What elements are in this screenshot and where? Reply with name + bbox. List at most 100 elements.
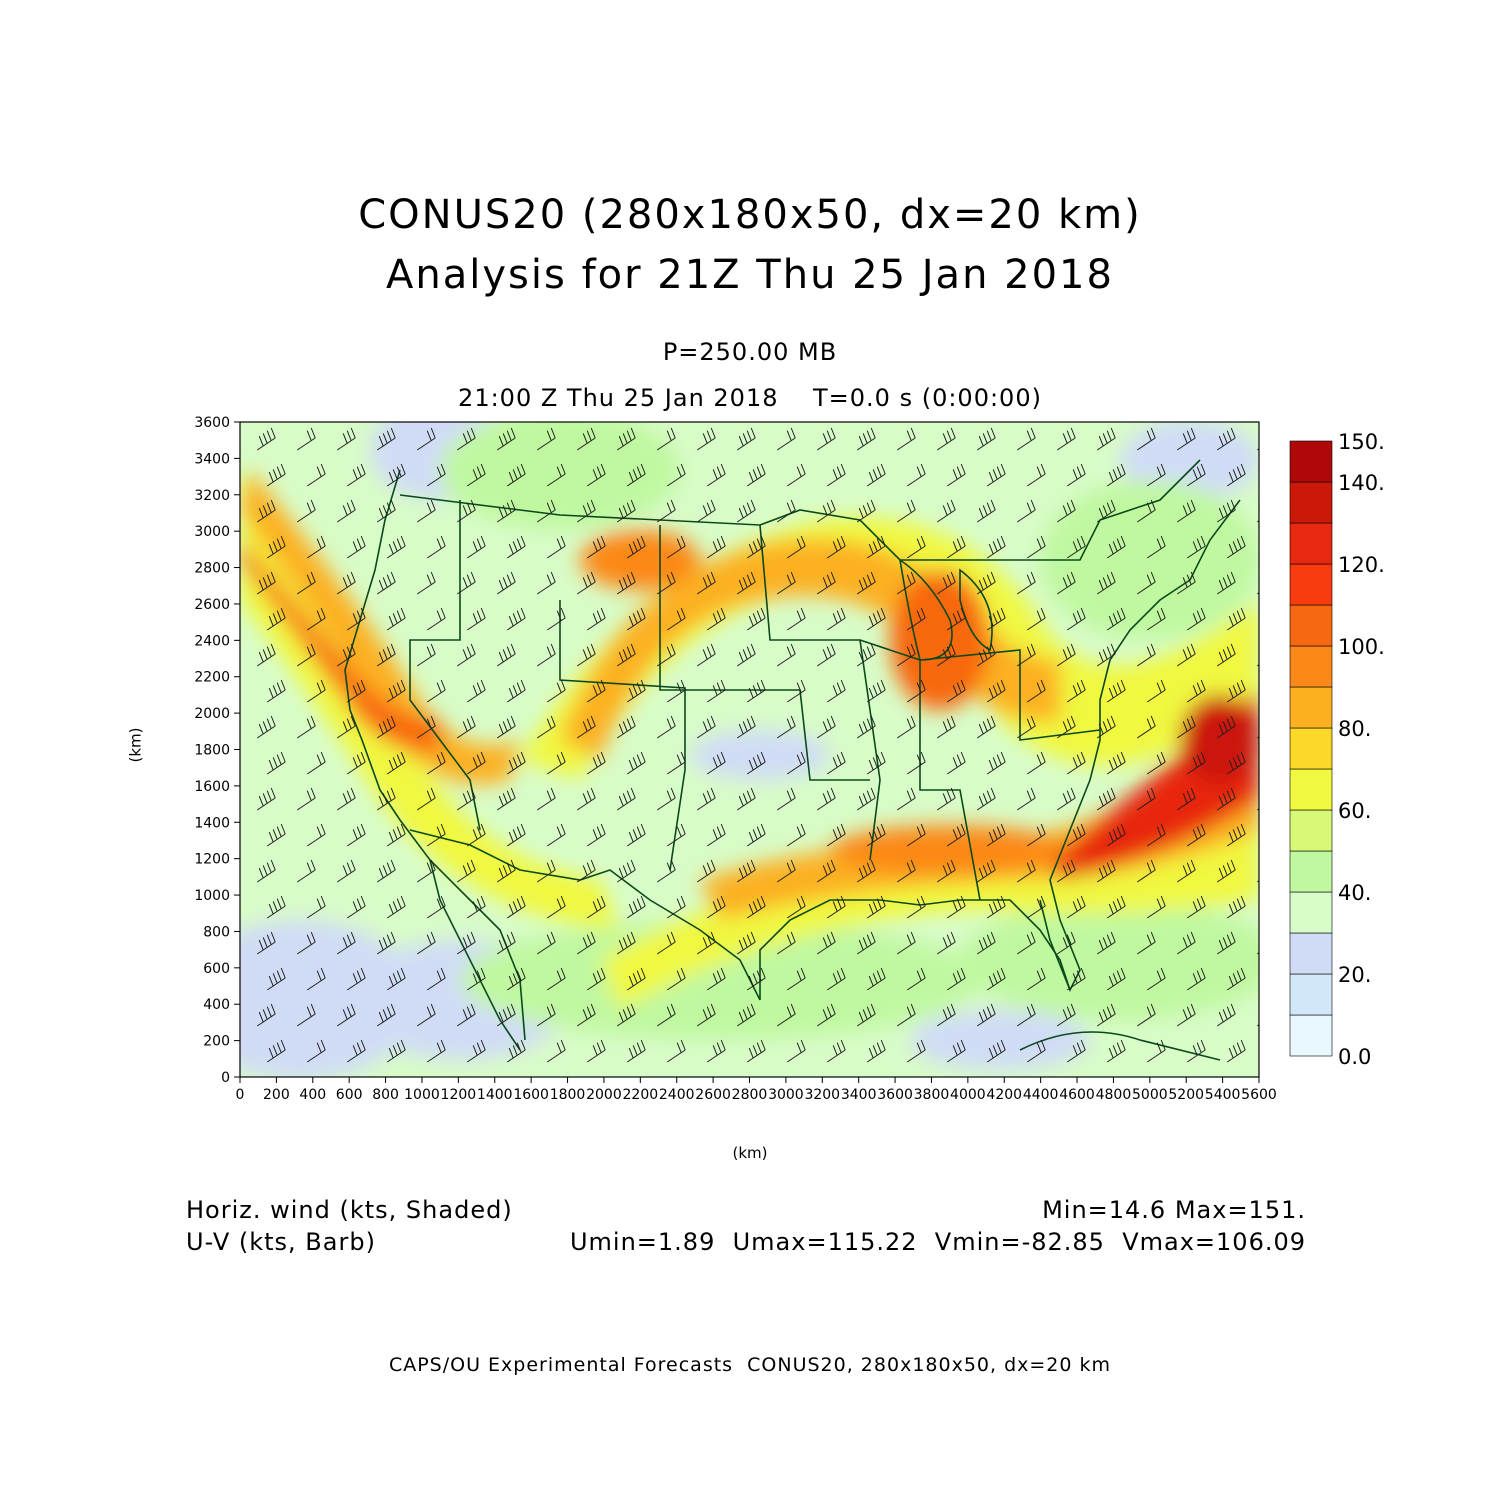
wind-barb <box>1066 751 1086 775</box>
wind-barb <box>456 715 476 739</box>
wind-barb <box>306 967 326 991</box>
wind-barb <box>256 499 276 523</box>
wind-barb <box>546 535 566 559</box>
wind-barb <box>1186 463 1206 487</box>
wind-barb <box>1176 931 1196 955</box>
wind-barb <box>856 643 876 667</box>
wind-barb <box>866 751 886 775</box>
x-tick-label: 2800 <box>732 1087 768 1103</box>
wind-barb <box>896 859 916 883</box>
wind-barb <box>986 751 1006 775</box>
wind-barb <box>936 1003 956 1027</box>
wind-barb <box>506 1039 526 1063</box>
y-tick-label: 3200 <box>194 488 230 504</box>
wind-barb <box>496 499 516 523</box>
wind-barb <box>1216 499 1236 523</box>
wind-barb <box>1136 787 1156 811</box>
east-coast <box>1049 499 1241 881</box>
wind-barb <box>1136 499 1156 523</box>
wind-barb <box>626 823 646 847</box>
wind-barb <box>666 535 686 559</box>
wind-barb <box>466 895 486 919</box>
wind-barb <box>506 895 526 919</box>
wind-barb <box>696 931 716 955</box>
wind-barb <box>746 823 766 847</box>
wind-barb <box>1016 643 1036 667</box>
wind-barb <box>976 571 996 595</box>
wind-barb <box>426 967 446 991</box>
wind-barb <box>586 751 606 775</box>
wind-barb <box>426 679 446 703</box>
wind-barb <box>376 643 396 667</box>
wind-barb <box>866 895 886 919</box>
wind-barb <box>856 571 876 595</box>
x-tick-label: 4200 <box>986 1087 1022 1103</box>
wind-barb <box>736 643 756 667</box>
wind-barb <box>1176 787 1196 811</box>
wind-barb <box>1056 787 1076 811</box>
wind-barb <box>376 715 396 739</box>
wind-barb <box>296 787 316 811</box>
wind-barb <box>1176 499 1196 523</box>
wind-barb <box>466 1039 486 1063</box>
wind-barb <box>666 823 686 847</box>
wind-barb <box>1016 859 1036 883</box>
wind-barb <box>866 535 886 559</box>
wind-barb <box>386 679 406 703</box>
wind-barb <box>506 967 526 991</box>
wind-barb <box>1226 607 1246 631</box>
colorbar-label: 150. <box>1338 430 1385 454</box>
wind-barb <box>1026 679 1046 703</box>
wind-barb <box>946 895 966 919</box>
wind-barb <box>536 499 556 523</box>
wind-barb <box>456 571 476 595</box>
colorbar-label: 80. <box>1338 717 1371 741</box>
wind-barb <box>1026 535 1046 559</box>
wind-barb <box>736 427 756 451</box>
wind-barb <box>1026 823 1046 847</box>
wind-barb <box>1016 931 1036 955</box>
wind-barb <box>776 499 796 523</box>
wind-barb <box>706 607 726 631</box>
wind-barb <box>1216 931 1236 955</box>
wind-barb <box>266 967 286 991</box>
wind-barb <box>856 787 876 811</box>
x-tick-label: 2200 <box>623 1087 659 1103</box>
map-subtitle: Analysis for 21Z Thu 25 Jan 2018 <box>386 252 1114 298</box>
wind-barb <box>826 463 846 487</box>
wind-barb <box>426 895 446 919</box>
wind-barb <box>346 823 366 847</box>
wind-barb <box>866 679 886 703</box>
baja-peninsula <box>429 859 521 1051</box>
wind-barb <box>1136 1003 1156 1027</box>
wind-barb <box>696 1003 716 1027</box>
wind-barb <box>296 643 316 667</box>
wind-barb <box>656 931 676 955</box>
state-lines-2 <box>559 600 686 871</box>
y-axis-label: (km) <box>126 727 145 763</box>
colorbar-swatch <box>1289 686 1333 729</box>
wind-barb <box>1226 823 1246 847</box>
wind-barb <box>1267 680 1285 702</box>
wind-barb <box>536 859 556 883</box>
wind-barb <box>1136 859 1156 883</box>
colorbar: 0.0 20. 40. 60. 80. 100. 120. 140. 150. <box>1289 430 1385 1069</box>
wind-barb <box>936 427 956 451</box>
wind-barb <box>1096 859 1116 883</box>
wind-barb <box>1176 643 1196 667</box>
wind-barb <box>1066 607 1086 631</box>
wind-barb <box>976 715 996 739</box>
wind-barb <box>626 535 646 559</box>
wind-barb <box>776 787 796 811</box>
wind-barb <box>866 463 886 487</box>
wind-barb <box>616 571 636 595</box>
colorbar-swatch <box>1289 1014 1333 1057</box>
wind-barb <box>1066 823 1086 847</box>
wind-barb <box>1146 823 1166 847</box>
wind-barb <box>376 787 396 811</box>
wind-barb <box>946 1039 966 1063</box>
wind-barb <box>496 427 516 451</box>
wind-barb <box>1186 535 1206 559</box>
wind-barb <box>1216 859 1236 883</box>
wind-barb <box>666 751 686 775</box>
